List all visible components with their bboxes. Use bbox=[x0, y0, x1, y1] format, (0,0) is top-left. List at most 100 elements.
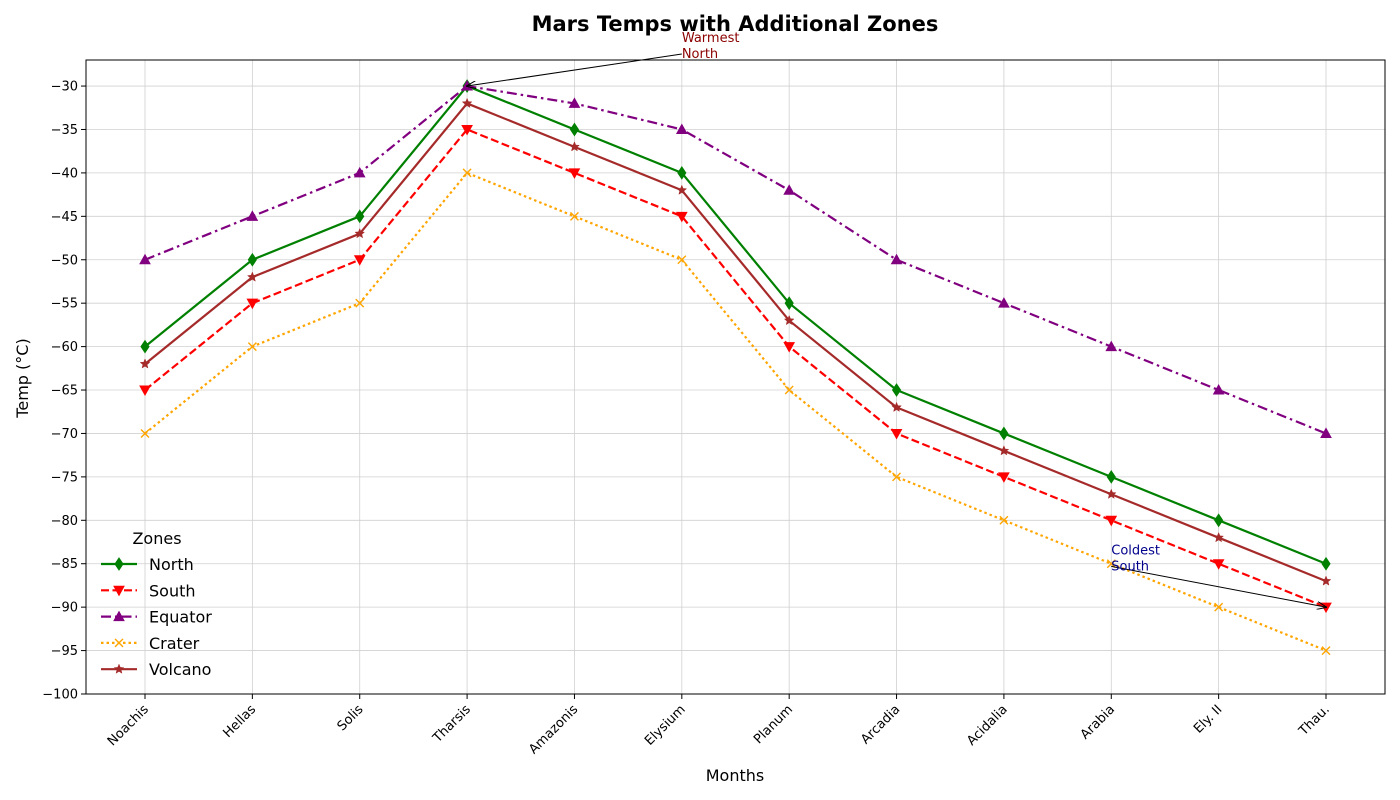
data-point bbox=[139, 358, 151, 369]
data-point bbox=[1214, 513, 1224, 528]
data-point bbox=[113, 610, 125, 622]
data-point bbox=[1321, 646, 1331, 656]
y-tick-label: −60 bbox=[51, 340, 78, 355]
x-tick-label: Arcadia bbox=[858, 702, 903, 747]
annotation-text: South bbox=[1111, 559, 1149, 574]
data-point bbox=[1213, 531, 1225, 543]
annotation-text: Coldest bbox=[1111, 543, 1160, 558]
data-point bbox=[784, 385, 794, 395]
legend-item: Volcano bbox=[101, 660, 211, 679]
x-tick-label: Thau. bbox=[1296, 702, 1333, 739]
data-point bbox=[113, 585, 125, 597]
x-tick-label: Solis bbox=[335, 702, 367, 734]
series-volcano bbox=[139, 97, 1332, 586]
data-point bbox=[139, 253, 151, 265]
data-point bbox=[1106, 469, 1116, 484]
legend-item: South bbox=[101, 581, 196, 600]
data-point bbox=[1212, 559, 1225, 570]
data-point bbox=[1105, 488, 1117, 499]
data-point bbox=[114, 557, 124, 571]
x-tick-label: Amazonis bbox=[526, 702, 581, 757]
y-tick-label: −75 bbox=[51, 470, 78, 485]
y-tick-label: −100 bbox=[42, 688, 78, 703]
data-point bbox=[1321, 556, 1331, 571]
annotation-text: Warmest bbox=[682, 31, 740, 46]
y-tick-label: −90 bbox=[51, 601, 78, 616]
x-tick-label: Hellas bbox=[220, 702, 259, 741]
data-point bbox=[1105, 515, 1118, 527]
data-point bbox=[114, 638, 124, 648]
annotation-arrow bbox=[1111, 565, 1326, 607]
data-point bbox=[783, 342, 796, 353]
y-tick-label: −35 bbox=[51, 123, 78, 138]
data-point bbox=[462, 168, 472, 178]
data-point bbox=[999, 426, 1009, 441]
x-tick-label: Arabia bbox=[1078, 702, 1118, 742]
data-point bbox=[461, 97, 473, 109]
y-tick-label: −45 bbox=[51, 210, 78, 225]
series-line bbox=[144, 171, 1327, 652]
y-axis-label: Temp (°C) bbox=[13, 338, 32, 418]
data-point bbox=[675, 211, 688, 223]
y-tick-label: −30 bbox=[51, 80, 78, 95]
data-point bbox=[569, 122, 580, 137]
plot-frame bbox=[85, 59, 1386, 695]
legend: Zones North South Equator Crater Volcano bbox=[101, 529, 212, 679]
grid bbox=[86, 60, 1385, 695]
series-line bbox=[144, 84, 1327, 435]
data-point bbox=[676, 184, 688, 195]
x-tick-label: Ely. II bbox=[1191, 702, 1225, 736]
data-point bbox=[247, 252, 257, 267]
data-point bbox=[1320, 602, 1332, 614]
x-axis: Noachis Hellas Solis Tharsis Amazonis Elysium… bbox=[105, 694, 1333, 757]
data-point bbox=[568, 168, 581, 179]
data-point bbox=[246, 271, 258, 282]
data-point bbox=[247, 342, 257, 352]
data-point bbox=[784, 296, 794, 311]
data-point bbox=[891, 383, 902, 397]
data-point bbox=[892, 472, 902, 482]
series-line bbox=[144, 128, 1327, 609]
series-crater bbox=[140, 168, 1331, 656]
data-point bbox=[890, 253, 903, 265]
data-point bbox=[891, 401, 902, 412]
y-tick-label: −95 bbox=[51, 644, 78, 659]
data-point bbox=[354, 228, 366, 239]
data-point bbox=[999, 515, 1009, 525]
annotation-text: North bbox=[682, 47, 718, 62]
data-point bbox=[1105, 340, 1118, 352]
x-tick-label: Elysium bbox=[642, 702, 689, 749]
data-point bbox=[998, 472, 1010, 483]
data-point bbox=[140, 428, 150, 438]
data-point bbox=[1320, 575, 1332, 586]
legend-item: Crater bbox=[101, 634, 200, 653]
x-tick-label: Tharsis bbox=[430, 702, 474, 746]
data-point bbox=[675, 123, 688, 134]
series-south bbox=[139, 124, 1332, 614]
data-point bbox=[355, 298, 365, 308]
legend-label: South bbox=[149, 581, 196, 600]
data-point bbox=[113, 663, 125, 674]
x-axis-label: Months bbox=[706, 766, 764, 785]
legend-item: Equator bbox=[101, 608, 212, 627]
legend-label: Crater bbox=[149, 634, 200, 653]
data-point bbox=[1214, 602, 1224, 612]
x-tick-label: Noachis bbox=[105, 702, 152, 749]
legend-title: Zones bbox=[132, 529, 181, 548]
y-tick-label: −65 bbox=[51, 384, 78, 399]
data-point bbox=[569, 211, 579, 221]
x-tick-label: Acidalia bbox=[964, 702, 1011, 749]
data-point bbox=[568, 97, 581, 108]
data-point bbox=[461, 124, 473, 136]
x-tick-label: Planum bbox=[751, 702, 796, 747]
annotation-arrow bbox=[467, 53, 682, 86]
data-point bbox=[677, 255, 687, 265]
y-tick-label: −50 bbox=[51, 253, 78, 268]
legend-label: Equator bbox=[149, 608, 212, 627]
y-tick-label: −85 bbox=[51, 557, 78, 572]
data-point bbox=[783, 184, 796, 195]
